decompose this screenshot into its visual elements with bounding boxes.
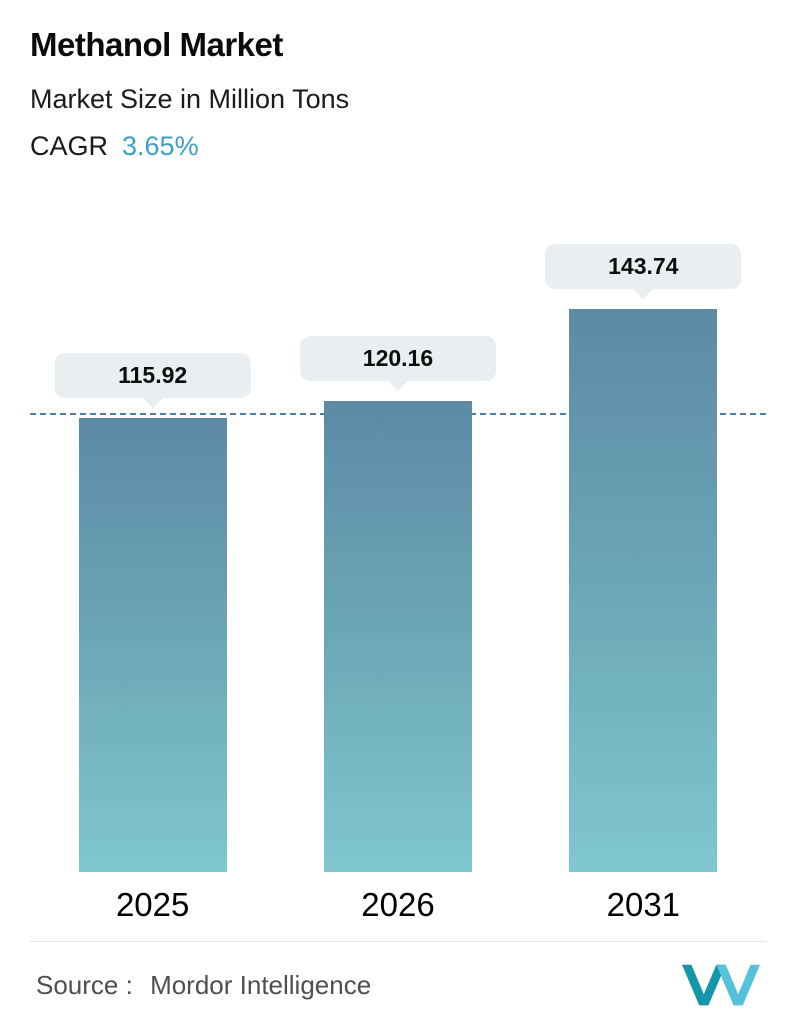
footer: Source : Mordor Intelligence [30, 941, 766, 1034]
chart-subtitle: Market Size in Million Tons [30, 84, 350, 114]
bars-container: 115.92 120.16 143.74 [30, 222, 766, 872]
x-axis-labels: 2025 2026 2031 [30, 886, 766, 924]
bar-rect [569, 309, 718, 872]
mordor-intelligence-logo [682, 964, 760, 1006]
value-label: 115.92 [118, 362, 188, 388]
cagr-row: CAGR 3.65% [30, 131, 766, 162]
value-label: 120.16 [362, 345, 434, 371]
page-title: Methanol Market [30, 26, 283, 63]
cagr-value: 3.65% [122, 131, 199, 161]
bar-group-2026: 120.16 [275, 222, 520, 872]
value-callout: 143.74 [545, 244, 742, 289]
x-label-2026: 2026 [361, 886, 435, 923]
source-label: Source : [36, 969, 133, 1000]
x-label-2025: 2025 [115, 886, 190, 923]
bar-rect [323, 401, 472, 872]
bar-chart: 115.92 120.16 143.74 [30, 222, 766, 872]
value-callout: 120.16 [299, 336, 496, 381]
bar-rect [78, 418, 227, 872]
bar-group-2025: 115.92 [30, 222, 275, 872]
cagr-label: CAGR [30, 131, 109, 161]
bar-group-2031: 143.74 [521, 222, 766, 872]
x-label-2031: 2031 [606, 886, 681, 923]
source-value: Mordor Intelligence [150, 969, 372, 1000]
value-label: 143.74 [608, 253, 679, 279]
source-attribution: Source : Mordor Intelligence [36, 970, 371, 1001]
value-callout: 115.92 [54, 353, 251, 398]
